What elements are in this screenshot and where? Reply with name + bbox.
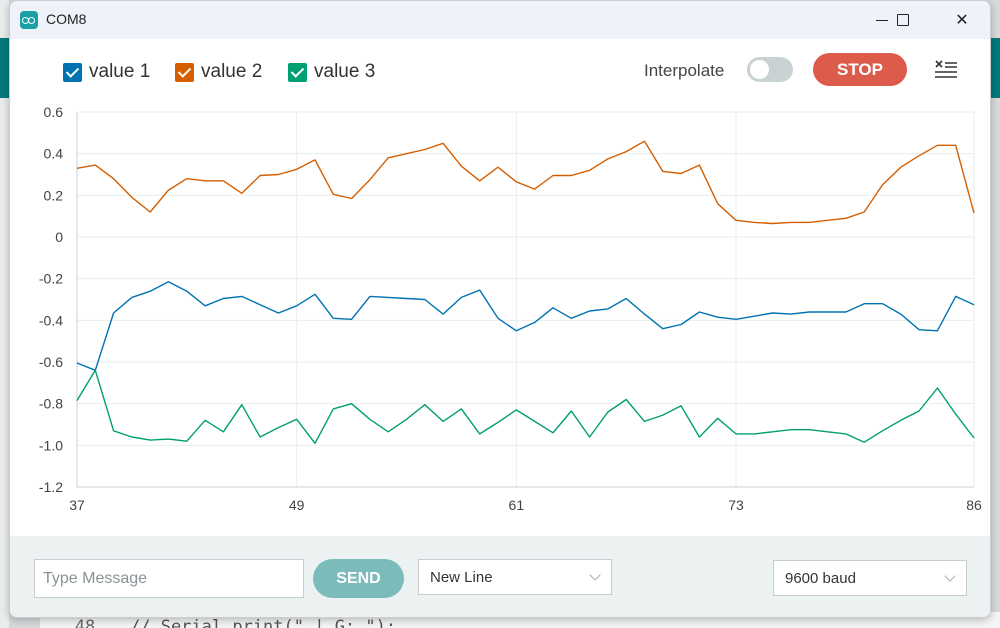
stop-button[interactable]: STOP <box>813 53 907 86</box>
y-tick-label: -0.2 <box>39 271 63 287</box>
arduino-icon <box>20 11 38 29</box>
checkbox-checked-icon[interactable] <box>288 62 307 82</box>
minimize-icon <box>876 19 888 21</box>
y-tick-label: -0.8 <box>39 396 63 412</box>
close-button[interactable]: ✕ <box>942 5 982 35</box>
background-ide-right <box>991 38 1000 98</box>
legend-value-1[interactable]: value 1 <box>63 61 150 83</box>
chevron-down-icon <box>589 569 601 581</box>
message-input[interactable]: Type Message <box>34 559 304 598</box>
background-ide-left <box>0 0 9 628</box>
maximize-button[interactable] <box>883 5 923 35</box>
minimize-button[interactable] <box>862 5 902 35</box>
legend-label: value 2 <box>201 61 263 82</box>
y-tick-label: 0.4 <box>44 146 64 162</box>
legend-value-3[interactable]: value 3 <box>288 61 375 83</box>
chevron-down-icon <box>944 570 956 582</box>
serial-plotter-window: COM8 ✕ value 1 value 2 value 3 Interpola… <box>9 0 991 618</box>
x-tick-label: 73 <box>728 497 744 513</box>
checkbox-checked-icon[interactable] <box>175 62 194 82</box>
y-tick-label: -1.0 <box>39 437 63 453</box>
line-ending-select[interactable]: New Line <box>418 559 612 595</box>
send-button[interactable]: SEND <box>313 559 404 598</box>
close-icon: ✕ <box>955 12 969 29</box>
send-bar: Type Message SEND New Line 9600 baud <box>10 536 990 617</box>
interpolate-toggle[interactable] <box>747 57 793 82</box>
series-line-value-2 <box>76 140 975 225</box>
x-tick-label: 49 <box>289 497 305 513</box>
checkbox-checked-icon[interactable] <box>63 62 82 82</box>
y-tick-label: -0.6 <box>39 354 63 370</box>
baud-rate-select[interactable]: 9600 baud <box>773 560 967 596</box>
window-title: COM8 <box>46 11 87 27</box>
maximize-icon <box>897 14 909 26</box>
x-tick-label: 61 <box>509 497 525 513</box>
y-tick-label: 0.2 <box>44 187 64 203</box>
plotter-toolbar: value 1 value 2 value 3 Interpolate STOP <box>10 39 990 101</box>
plot-area: 0.6 0.4 0.2 0 -0.2 -0.4 -0.6 -0.8 -1.0 -1.2 37 49 61… <box>39 104 982 513</box>
title-bar: COM8 ✕ <box>10 1 990 39</box>
y-tick-label: -1.2 <box>39 479 63 495</box>
series-line-value-3 <box>76 369 975 444</box>
y-tick-label: 0.6 <box>44 104 64 120</box>
y-tick-label: 0 <box>55 229 63 245</box>
legend-label: value 3 <box>314 61 376 82</box>
x-tick-label: 86 <box>966 497 982 513</box>
y-tick-label: -0.4 <box>39 312 63 328</box>
series-line-value-1 <box>76 281 975 371</box>
clear-list-icon[interactable] <box>934 59 958 81</box>
legend-label: value 1 <box>89 61 151 82</box>
x-tick-label: 37 <box>69 497 85 513</box>
legend-value-2[interactable]: value 2 <box>175 61 262 83</box>
interpolate-label: Interpolate <box>644 61 725 80</box>
